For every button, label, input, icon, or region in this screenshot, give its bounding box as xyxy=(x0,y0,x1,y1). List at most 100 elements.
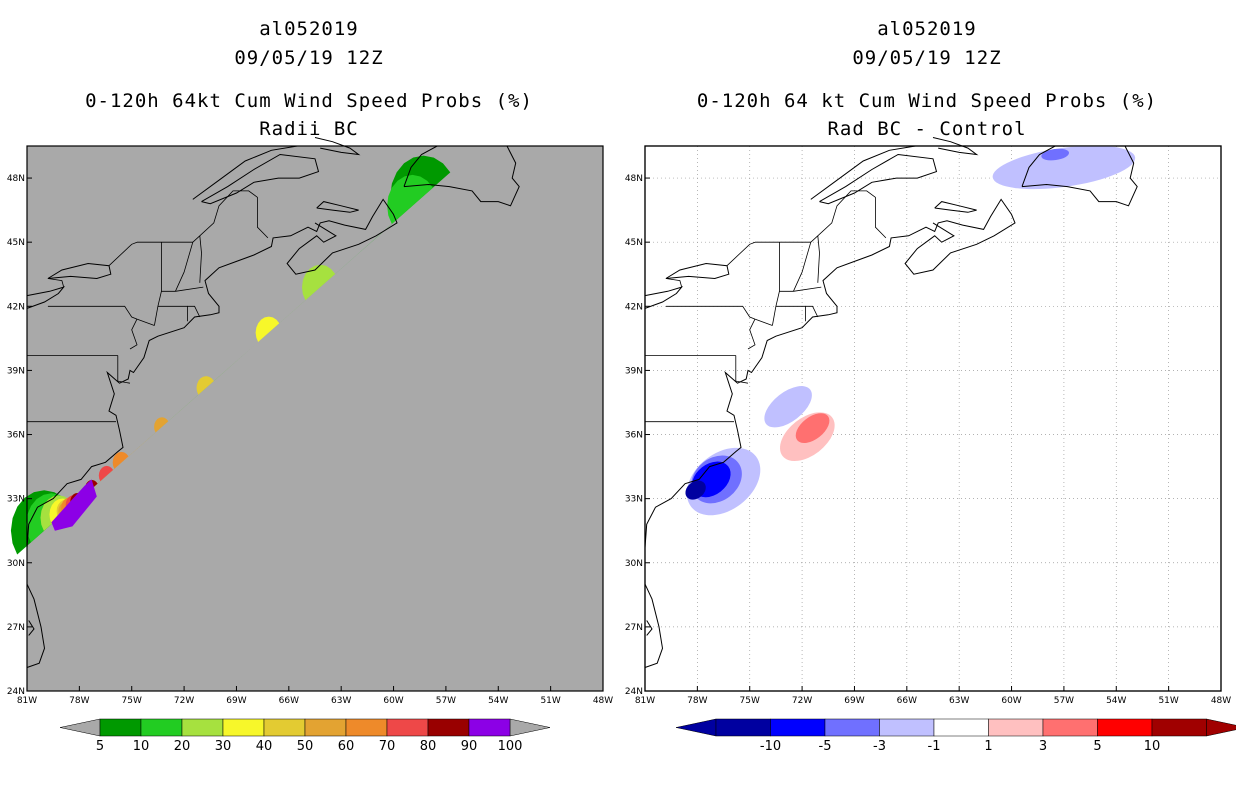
left-state-border-13 xyxy=(108,241,138,266)
right-lon-label: 69W xyxy=(844,696,864,706)
right-lon-label: 78W xyxy=(687,696,707,706)
left-colorbar-label: 100 xyxy=(498,739,523,754)
left-lon-label: 72W xyxy=(174,696,194,706)
right-lat-label: 42N xyxy=(625,302,643,312)
right-lon-label: 54W xyxy=(1106,696,1126,706)
left-axes: 81W 78W 75W 72W 69W 66W 63W 60W 57W 54W 51W 48W 24N 2… xyxy=(7,145,613,706)
left-colorbar-label: 60 xyxy=(338,739,355,754)
right-datetime: 09/05/19 12Z xyxy=(852,47,1002,69)
left-colorbar-label: 10 xyxy=(133,739,150,754)
right-east-coastline xyxy=(644,198,1016,548)
left-lat-label: 30N xyxy=(7,559,25,569)
left-state-border-11 xyxy=(137,190,269,243)
right-lon-label: 72W xyxy=(792,696,812,706)
left-lon-label: 75W xyxy=(122,696,142,706)
left-colorbar-swatch xyxy=(345,718,388,737)
right-colorbar-low-arrow xyxy=(675,718,717,737)
left-lon-label: 57W xyxy=(436,696,456,706)
left-colorbar-label: 90 xyxy=(461,739,478,754)
left-state-border-12 xyxy=(47,278,65,288)
right-lake-okeechobee xyxy=(646,620,653,636)
left-state-border-5 xyxy=(154,242,162,326)
left-lat-label: 42N xyxy=(7,302,25,312)
left-colorbar-label: 80 xyxy=(420,739,437,754)
right-colorbar-label: 10 xyxy=(1144,739,1161,754)
right-colorbar-label: 5 xyxy=(1093,739,1101,754)
right-state-border-10 xyxy=(817,235,820,283)
left-lon-label: 81W xyxy=(17,696,37,706)
left-colorbar-swatch xyxy=(427,718,470,737)
left-colorbar-low-arrow xyxy=(59,718,101,737)
right-colorbar-swatch xyxy=(1042,718,1098,737)
left-lat-label: 48N xyxy=(7,174,25,184)
right-blob-negative-7 xyxy=(992,145,1136,190)
left-anticosti-coastline xyxy=(314,137,361,156)
left-state-border-2 xyxy=(117,355,131,384)
right-colorbar-swatch xyxy=(879,718,935,737)
left-contour-level-90 xyxy=(51,479,97,531)
right-lat-label: 39N xyxy=(625,366,643,376)
left-lon-label: 69W xyxy=(226,696,246,706)
left-colorbar-swatch xyxy=(386,718,429,737)
right-colorbar-label: -1 xyxy=(928,739,941,754)
right-state-border-5 xyxy=(772,242,780,326)
right-lake-erie xyxy=(644,286,684,309)
right-geography xyxy=(644,137,1138,668)
left-colorbar-label: 70 xyxy=(379,739,396,754)
right-colorbar-swatch xyxy=(1151,718,1207,737)
left-lat-label: 33N xyxy=(7,495,25,505)
right-state-border-7 xyxy=(805,305,819,318)
left-lon-label: 51W xyxy=(540,696,560,706)
left-colorbar-swatch xyxy=(222,718,265,737)
right-lat-label: 36N xyxy=(625,431,643,441)
right-state-border-9 xyxy=(793,242,812,292)
left-colorbar-high-arrow xyxy=(509,718,551,737)
left-colorbar-label: 5 xyxy=(96,739,104,754)
left-geography xyxy=(26,137,520,668)
left-plot-background xyxy=(27,146,603,691)
right-colorbar-high-arrow xyxy=(1206,718,1236,737)
left-panel: al052019 09/05/19 12Z 0-120h 64kt Cum Wi… xyxy=(7,18,613,754)
left-lon-label: 78W xyxy=(69,696,89,706)
left-probability-map: 81W 78W 75W 72W 69W 66W 63W 60W 57W 54W 51W 48W 24N 2… xyxy=(7,137,613,754)
right-lake-ontario xyxy=(665,262,730,280)
right-panel: al052019 09/05/19 12Z 0-120h 64 kt Cum W… xyxy=(618,0,1236,800)
right-anticosti-coastline xyxy=(932,137,979,156)
left-lat-label: 24N xyxy=(7,687,25,697)
right-lon-label: 51W xyxy=(1158,696,1178,706)
right-blob-negative-3 xyxy=(685,480,706,500)
right-axes: 81W 78W 75W 72W 69W 66W 63W 60W 57W 54W 51W 48W 24N 2… xyxy=(625,145,1231,706)
left-contour-level-30 xyxy=(49,316,280,524)
left-colorbar: 5 10 20 30 40 50 60 70 80 90 100 xyxy=(59,718,551,754)
right-state-border-2 xyxy=(735,355,749,384)
left-plot-frame xyxy=(26,145,604,692)
left-lon-label: 63W xyxy=(331,696,351,706)
right-colorbar-swatch xyxy=(988,718,1044,737)
left-lake-okeechobee xyxy=(28,620,35,636)
left-state-border-7 xyxy=(187,305,201,318)
left-pei-coastline xyxy=(316,201,359,213)
right-colorbar-swatch xyxy=(1097,718,1153,737)
right-gaspe-coastline xyxy=(819,153,938,205)
left-florida-coastline xyxy=(26,583,46,668)
right-difference-contours xyxy=(685,145,1136,516)
right-state-border-6 xyxy=(775,305,806,322)
left-lat-label: 45N xyxy=(7,238,25,248)
right-colorbar-swatch xyxy=(770,718,826,737)
left-datetime: 09/05/19 12Z xyxy=(234,47,384,69)
right-subtitle: Rad BC - Control xyxy=(827,118,1027,140)
right-state-border-4 xyxy=(747,318,756,350)
left-colorbar-swatch xyxy=(304,718,347,737)
left-colorbar-label: 30 xyxy=(215,739,232,754)
right-state-border-13 xyxy=(726,241,756,266)
right-lon-label: 57W xyxy=(1054,696,1074,706)
right-lat-label: 48N xyxy=(625,174,643,184)
right-lon-label: 60W xyxy=(1001,696,1021,706)
left-lon-label: 66W xyxy=(279,696,299,706)
right-lon-label: 63W xyxy=(949,696,969,706)
right-colorbar-label: -3 xyxy=(873,739,886,754)
left-lon-label: 60W xyxy=(383,696,403,706)
right-colorbar-label: 3 xyxy=(1039,739,1047,754)
right-lon-label: 66W xyxy=(897,696,917,706)
left-colorbar-swatch xyxy=(181,718,224,737)
